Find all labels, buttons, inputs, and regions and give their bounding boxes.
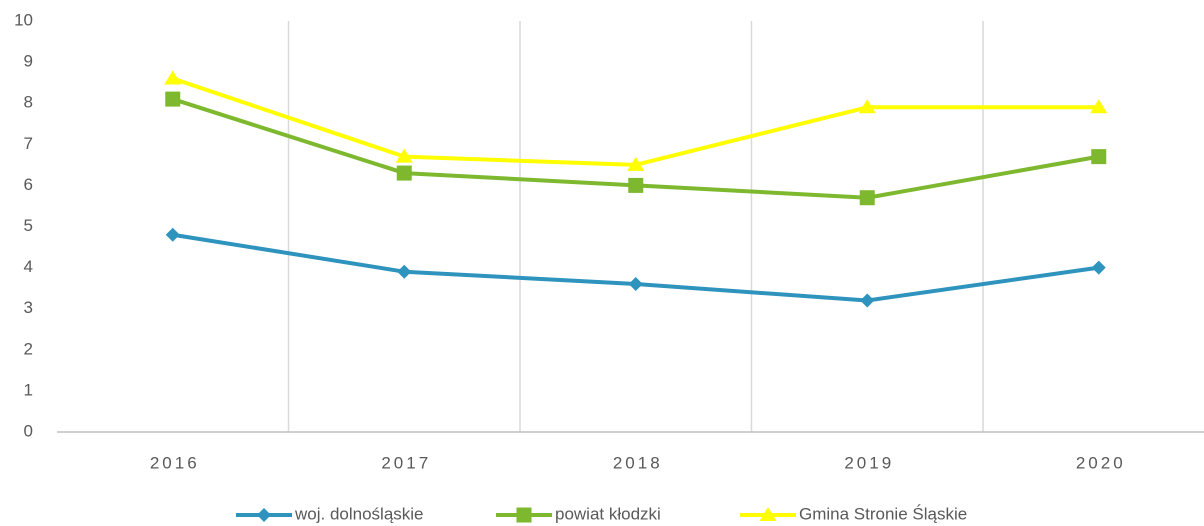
marker (396, 165, 412, 181)
marker (859, 190, 875, 206)
marker (1090, 99, 1108, 114)
marker (516, 507, 532, 523)
legend-label: Gmina Stronie Śląskie (799, 504, 967, 523)
legend-label: woj. dolnośląskie (294, 504, 424, 523)
x-tick-label: 2019 (844, 453, 894, 472)
x-tick-label: 2016 (150, 453, 200, 472)
y-tick-label: 10 (14, 10, 33, 29)
marker (627, 156, 645, 171)
marker (858, 99, 876, 114)
marker (397, 264, 412, 279)
marker (165, 91, 181, 107)
marker (1091, 149, 1107, 165)
y-tick-label: 1 (24, 380, 33, 399)
marker (628, 177, 644, 193)
marker (759, 507, 777, 521)
y-tick-label: 7 (24, 134, 33, 153)
marker (860, 293, 875, 308)
legend-label: powiat kłodzki (555, 504, 661, 523)
y-tick-label: 2 (24, 339, 33, 358)
marker (164, 70, 182, 85)
x-tick-label: 2020 (1076, 453, 1126, 472)
y-tick-label: 5 (24, 216, 33, 235)
y-tick-label: 6 (24, 175, 33, 194)
marker (257, 508, 271, 522)
marker (628, 277, 643, 292)
y-tick-label: 4 (24, 257, 33, 276)
x-tick-label: 2017 (381, 453, 431, 472)
marker (395, 148, 413, 163)
y-tick-label: 0 (24, 421, 33, 440)
x-tick-label: 2018 (613, 453, 663, 472)
marker (1091, 260, 1106, 275)
y-tick-label: 8 (24, 93, 33, 112)
marker (165, 227, 180, 242)
y-tick-label: 3 (24, 298, 33, 317)
y-tick-label: 9 (24, 52, 33, 71)
series-line (172, 76, 1099, 167)
